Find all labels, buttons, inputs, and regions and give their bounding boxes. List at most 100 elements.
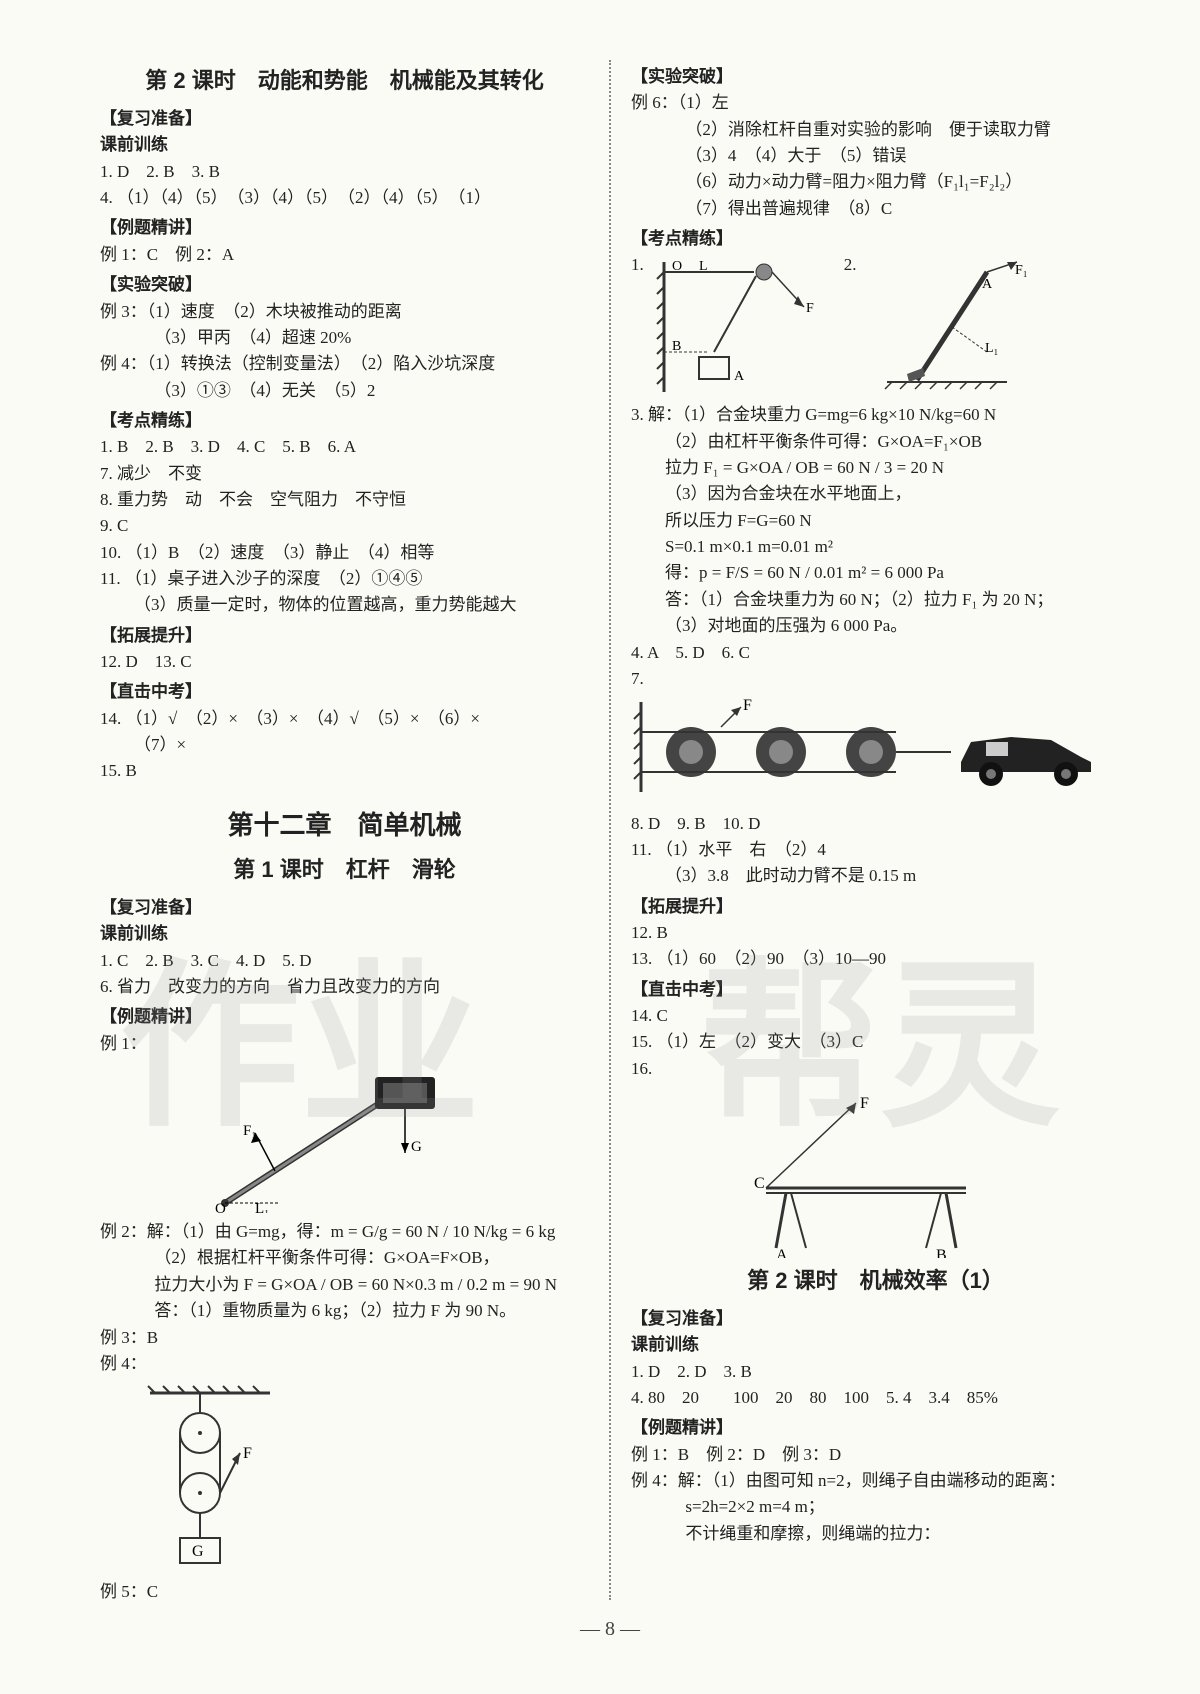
table-lever-diagram: F C A B — [736, 1088, 1016, 1258]
section-tuozhan-r: 【拓展提升】 — [631, 894, 1120, 920]
section-shiyan-r: 【实验突破】 — [631, 64, 1120, 90]
section-fuxi-2: 【复习准备】 — [100, 895, 589, 921]
label-F1: F₁ — [243, 1123, 257, 1139]
worked-example: 例 4：解：（1）由图可知 n=2，则绳子自由端移动的距离： — [631, 1468, 1120, 1494]
label-F: F — [806, 301, 814, 316]
section-tuozhan: 【拓展提升】 — [100, 623, 589, 649]
answer-line: （3）质量一定时，物体的位置越高，重力势能越大 — [100, 592, 589, 618]
answer-line: 例 5：C — [100, 1579, 589, 1605]
sub-keqian-3: 课前训练 — [631, 1332, 1120, 1358]
worked-example: 例 2：解：（1）由 G=mg，得：m = G/g = 60 N / 10 N/… — [100, 1219, 589, 1245]
lesson-title-2: 第 1 课时 杠杆 滑轮 — [100, 853, 589, 887]
worked-example: 不计绳重和摩擦，则绳端的拉力： — [631, 1521, 1120, 1547]
pulley-diagram-1: F G — [140, 1383, 300, 1573]
worked-example: （3）对地面的压强为 6 000 Pa。 — [631, 613, 1120, 639]
section-zhiji-r: 【直击中考】 — [631, 977, 1120, 1003]
lesson-title-3: 第 2 课时 机械效率（1） — [631, 1264, 1120, 1298]
chapter-title: 第十二章 简单机械 — [100, 805, 589, 845]
answer-line: 例 1： — [100, 1031, 589, 1057]
section-fuxi: 【复习准备】 — [100, 106, 589, 132]
worked-example: s=2h=2×2 m=4 m； — [631, 1494, 1120, 1520]
answer-line: 15. B — [100, 758, 589, 784]
answer-line: （2）消除杠杆自重对实验的影响 便于读取力臂 — [631, 117, 1120, 143]
answer-line: 例 4：（1）转换法（控制变量法） （2）陷入沙坑深度 — [100, 351, 589, 377]
answer-line: 12. D 13. C — [100, 649, 589, 675]
car-pulley-diagram: F — [631, 692, 1111, 802]
right-column: 【实验突破】 例 6：（1）左 （2）消除杠杆自重对实验的影响 便于读取力臂 （… — [631, 60, 1120, 1600]
answer-line: （7）× — [100, 732, 589, 758]
answer-line: （7）得出普遍规律 （8）C — [631, 196, 1120, 222]
section-fuxi-3: 【复习准备】 — [631, 1306, 1120, 1332]
answer-line: 1. B 2. B 3. D 4. C 5. B 6. A — [100, 434, 589, 460]
answer-line: 13. （1）60 （2）90 （3）10—90 — [631, 946, 1120, 972]
answer-line: （3）3.8 此时动力臂不是 0.15 m — [631, 863, 1120, 889]
two-column-layout: 第 2 课时 动能和势能 机械能及其转化 【复习准备】 课前训练 1. D 2.… — [100, 60, 1120, 1600]
worked-example: 答：（1）重物质量为 6 kg；（2）拉力 F 为 90 N。 — [100, 1298, 589, 1324]
section-shiyan: 【实验突破】 — [100, 272, 589, 298]
answer-line: 例 6：（1）左 — [631, 90, 1120, 116]
worked-example: 得：p = F/S = 60 N / 0.01 m² = 6 000 Pa — [631, 560, 1120, 586]
label-G: G — [192, 1543, 204, 1560]
pulley-wall-diagram: O L F A B — [654, 252, 834, 402]
answer-line: 1. D 2. D 3. B — [631, 1359, 1120, 1385]
answer-line: 10. （1）B （2）速度 （3）静止 （4）相等 — [100, 540, 589, 566]
broom-lever-diagram: A F₁ L₁ — [867, 252, 1027, 402]
worked-example: 3. 解：（1）合金块重力 G=mg=6 kg×10 N/kg=60 N — [631, 402, 1120, 428]
answer-line: 11. （1）水平 右 （2）4 — [631, 837, 1120, 863]
label-O: O — [215, 1201, 226, 1213]
sub-keqian-2: 课前训练 — [100, 921, 589, 947]
left-column: 第 2 课时 动能和势能 机械能及其转化 【复习准备】 课前训练 1. D 2.… — [100, 60, 589, 1600]
label-B: B — [672, 339, 681, 354]
label-L1: L₁ — [985, 341, 998, 356]
label-L1: L₁ — [255, 1201, 269, 1213]
answer-line: 例 1：B 例 2：D 例 3：D — [631, 1442, 1120, 1468]
answer-line: 例 3：（1）速度 （2）木块被推动的距离 — [100, 299, 589, 325]
answer-line: 例 4： — [100, 1351, 589, 1377]
label-O: O — [672, 259, 682, 274]
section-liti: 【例题精讲】 — [100, 215, 589, 241]
answer-line: 8. D 9. B 10. D — [631, 811, 1120, 837]
answer-line: （6）动力×动力臂=阻力×阻力臂（F₁l₁=F₂l₂） — [631, 169, 1120, 195]
worked-example: 所以压力 F=G=60 N — [631, 508, 1120, 534]
answer-line: 9. C — [100, 513, 589, 539]
answer-line: 1. D 2. B 3. B — [100, 159, 589, 185]
label-B: B — [936, 1247, 947, 1258]
answer-line: （3）甲丙 （4）超速 20% — [100, 325, 589, 351]
answer-line: 15. （1）左 （2）变大 （3）C — [631, 1029, 1120, 1055]
answer-line: 1. C 2. B 3. C 4. D 5. D — [100, 948, 589, 974]
sub-keqian: 课前训练 — [100, 132, 589, 158]
answer-line: 14. （1）√ （2）× （3）× （4）√ （5）× （6）× — [100, 706, 589, 732]
answer-line: 14. C — [631, 1003, 1120, 1029]
label-G: G — [411, 1139, 422, 1155]
label-F: F — [243, 1445, 252, 1462]
section-liti-2: 【例题精讲】 — [100, 1004, 589, 1030]
page-number: — 8 — — [100, 1618, 1120, 1641]
label-C: C — [754, 1175, 765, 1192]
answer-line: 6. 省力 改变力的方向 省力且改变力的方向 — [100, 974, 589, 1000]
answer-line: 8. 重力势 动 不会 空气阻力 不守恒 — [100, 487, 589, 513]
worked-example: 拉力大小为 F = G×OA / OB = 60 N×0.3 m / 0.2 m… — [100, 1272, 589, 1298]
answer-line: 例 3：B — [100, 1325, 589, 1351]
answer-line: 4. （1）（4）（5） （3）（4）（5） （2）（4）（5） （1） — [100, 185, 589, 211]
lesson-title-1: 第 2 课时 动能和势能 机械能及其转化 — [100, 64, 589, 98]
answer-line: 例 1：C 例 2：A — [100, 242, 589, 268]
answer-line: （3）①③ （4）无关 （5）2 — [100, 378, 589, 404]
answer-line: 4. 80 20 100 20 80 100 5. 4 3.4 85% — [631, 1385, 1120, 1411]
answer-line: 16. — [631, 1056, 1120, 1082]
section-kaodian-r: 【考点精练】 — [631, 226, 1120, 252]
section-zhiji: 【直击中考】 — [100, 679, 589, 705]
label-F: F — [743, 697, 752, 714]
q-number: 1. — [631, 252, 644, 278]
answer-line: 7. 减少 不变 — [100, 461, 589, 487]
worked-example: （3）因为合金块在水平地面上， — [631, 481, 1120, 507]
label-A: A — [734, 369, 745, 384]
answer-line: 4. A 5. D 6. C — [631, 640, 1120, 666]
lever-selfie-diagram: O L₁ F₁ G — [205, 1063, 485, 1213]
column-divider — [609, 60, 611, 1600]
label-L: L — [699, 259, 708, 274]
worked-example: S=0.1 m×0.1 m=0.01 m² — [631, 534, 1120, 560]
section-kaodian: 【考点精练】 — [100, 408, 589, 434]
label-F1: F₁ — [1015, 263, 1027, 278]
label-A: A — [982, 277, 993, 292]
answer-line: 7. — [631, 666, 1120, 692]
